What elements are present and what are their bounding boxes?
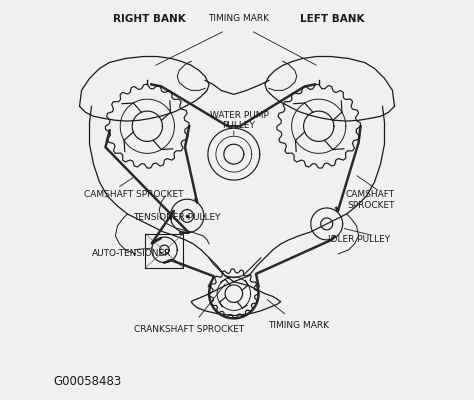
Text: CAMSHAFT
SPROCKET: CAMSHAFT SPROCKET — [346, 190, 394, 210]
Text: CRANKSHAFT SPROCKET: CRANKSHAFT SPROCKET — [134, 325, 244, 334]
Text: CAMSHAFT SPROCKET: CAMSHAFT SPROCKET — [83, 190, 183, 198]
Text: RIGHT BANK: RIGHT BANK — [113, 14, 186, 24]
Text: G00058483: G00058483 — [54, 375, 122, 388]
Text: AUTO-TENSIONER: AUTO-TENSIONER — [91, 249, 171, 258]
Text: TENSIONER PULLEY: TENSIONER PULLEY — [134, 214, 221, 222]
Text: LEFT BANK: LEFT BANK — [301, 14, 365, 24]
Text: IDLER PULLEY: IDLER PULLEY — [328, 235, 391, 244]
Text: TIMING MARK: TIMING MARK — [209, 14, 270, 23]
Text: WATER PUMP
PULLEY: WATER PUMP PULLEY — [210, 110, 268, 130]
Text: TIMING MARK: TIMING MARK — [268, 321, 329, 330]
